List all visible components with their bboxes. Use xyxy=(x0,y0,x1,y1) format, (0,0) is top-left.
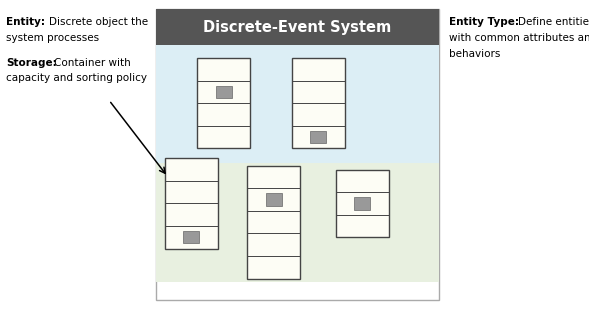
Bar xyxy=(310,131,326,143)
Bar xyxy=(156,163,439,282)
Bar xyxy=(184,231,199,244)
Bar xyxy=(247,166,300,279)
Text: with common attributes and: with common attributes and xyxy=(449,33,589,43)
Bar xyxy=(336,170,389,237)
Bar xyxy=(156,45,439,163)
Bar xyxy=(355,197,370,210)
Bar xyxy=(197,58,250,148)
Text: Discrete object the: Discrete object the xyxy=(49,17,148,27)
Text: Define entities: Define entities xyxy=(518,17,589,27)
Bar xyxy=(266,193,282,206)
Text: Entity Type:: Entity Type: xyxy=(449,17,519,27)
Text: Storage:: Storage: xyxy=(6,58,57,68)
Text: Discrete-Event System: Discrete-Event System xyxy=(203,20,392,35)
Bar xyxy=(216,86,232,98)
Text: system processes: system processes xyxy=(6,33,99,43)
Bar xyxy=(156,9,439,300)
Text: Entity:: Entity: xyxy=(6,17,45,27)
Bar xyxy=(165,158,218,249)
Bar xyxy=(292,58,345,148)
Bar xyxy=(156,9,439,45)
Text: Container with: Container with xyxy=(54,58,131,68)
Text: behaviors: behaviors xyxy=(449,49,500,59)
Text: capacity and sorting policy: capacity and sorting policy xyxy=(6,73,147,83)
